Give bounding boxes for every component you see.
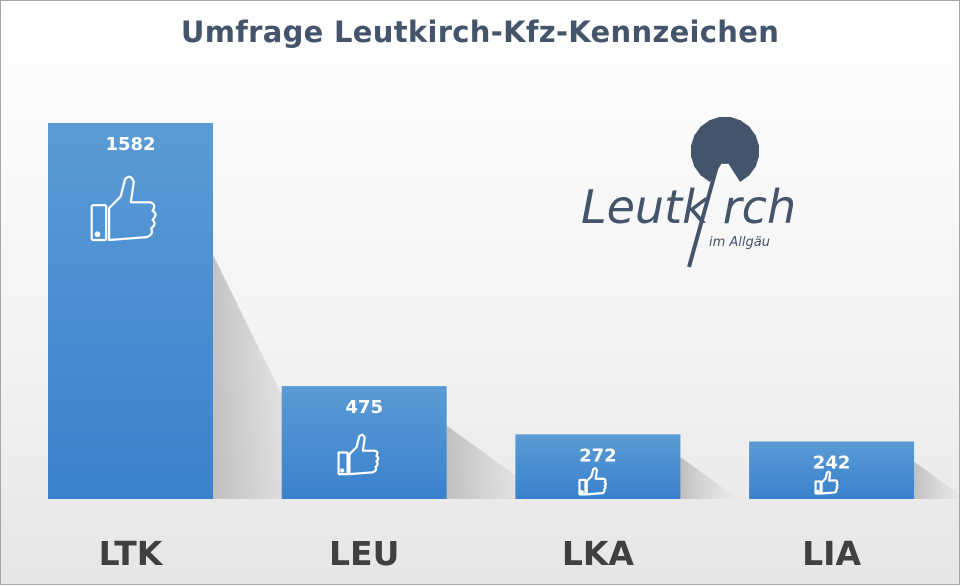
x-tick-label: LKA	[562, 534, 635, 573]
thumbs-up-icon	[578, 467, 607, 496]
bar-lia	[749, 441, 915, 499]
logo-wordmark: Leutk rch	[581, 180, 796, 234]
flower-icon	[690, 116, 760, 183]
thumbs-up-icon	[814, 470, 839, 495]
leutkirch-logo: Leutk rch im Allgäu	[581, 116, 796, 268]
bar-ltk	[48, 123, 213, 499]
chart-title: Umfrage Leutkirch-Kfz-Kennzeichen	[180, 15, 780, 49]
logo-tagline: im Allgäu	[709, 235, 770, 250]
thumbs-up-icon	[90, 175, 157, 242]
bar-shadow	[446, 425, 549, 499]
data-label: 1582	[105, 134, 155, 155]
bar-shadow	[914, 461, 960, 499]
data-label: 242	[813, 452, 851, 473]
bar-shadow	[213, 254, 333, 499]
x-tick-label: LEU	[329, 534, 399, 573]
data-label: 272	[579, 445, 617, 466]
x-tick-label: LTK	[99, 534, 164, 573]
x-tick-label: LIA	[802, 534, 861, 573]
thumbs-up-icon	[337, 433, 380, 476]
data-label: 475	[345, 397, 383, 418]
bar-lka	[515, 434, 681, 499]
bar-shadow	[680, 456, 739, 499]
